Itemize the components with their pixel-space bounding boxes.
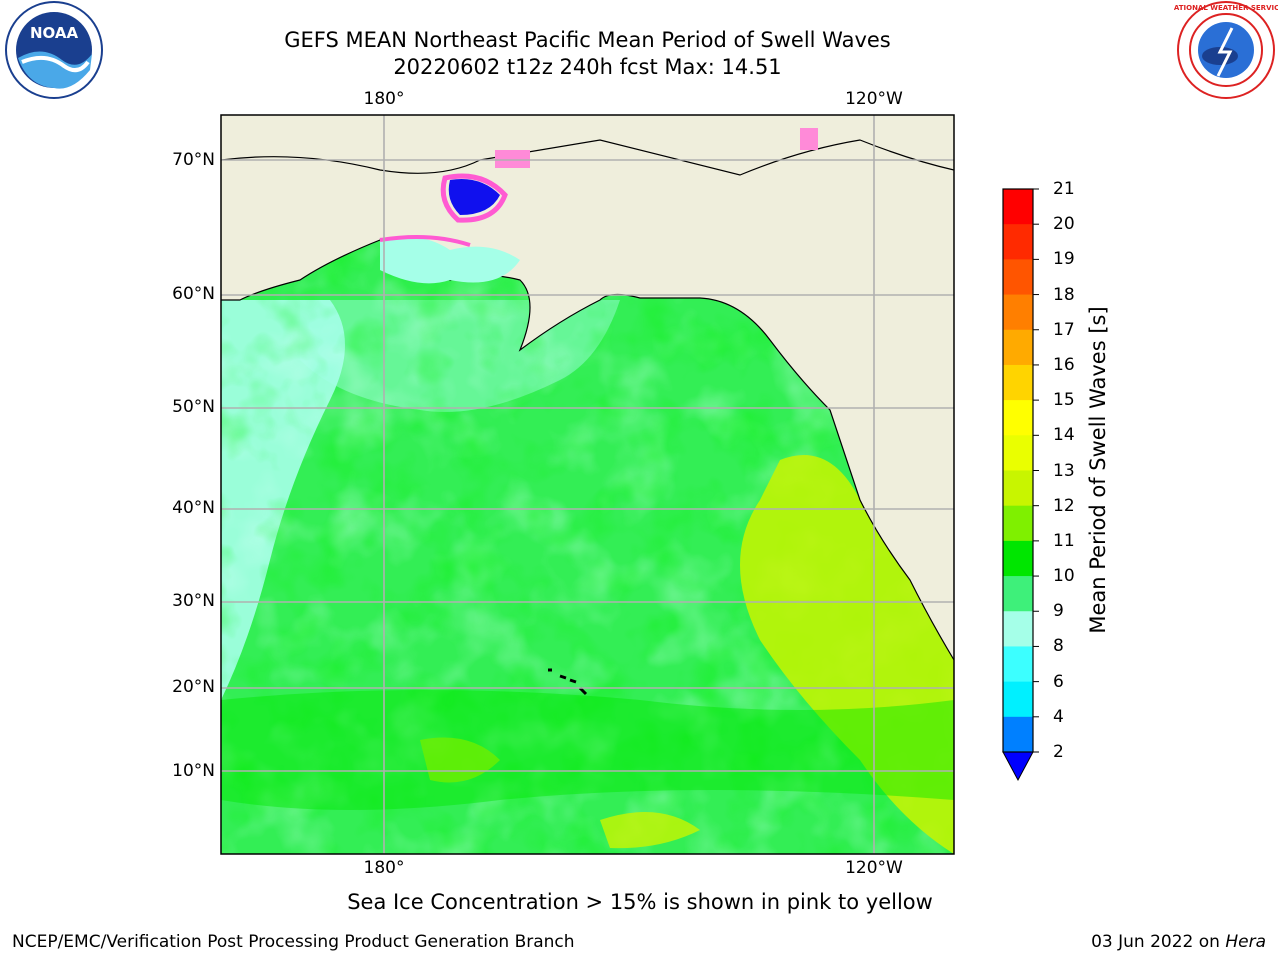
colorbar-segment <box>1003 189 1033 225</box>
sea-ice-region <box>448 179 500 215</box>
hawaiian-islands <box>548 668 588 696</box>
colorbar-segment <box>1003 681 1033 718</box>
colorbar-segment <box>1003 400 1033 436</box>
lat-label-30n: 30°N <box>172 591 215 611</box>
colorbar-tick-label: 8 <box>1053 636 1064 657</box>
footer-date: 03 Jun 2022 on Hera <box>1091 932 1266 952</box>
colorbar-segment <box>1003 505 1033 542</box>
lon-label-top-180: 180° <box>363 89 405 109</box>
colorbar-segment <box>1003 364 1033 401</box>
colorbar-tick-label: 17 <box>1053 319 1075 340</box>
colorbar-segment <box>1003 646 1033 683</box>
colorbar-label: Mean Period of Swell Waves [s] <box>1086 306 1110 634</box>
colorbar-segment <box>1003 435 1033 471</box>
sea-ice-caption: Sea Ice Concentration > 15% is shown in … <box>347 890 933 914</box>
graticule <box>221 115 954 854</box>
long-period-region-east <box>740 455 954 854</box>
lat-label-20n: 20°N <box>172 677 215 697</box>
long-period-region-south <box>420 737 700 849</box>
noaa-logo: NOAA <box>5 1 103 99</box>
bering-sea <box>380 236 520 284</box>
colorbar-tick-label: 6 <box>1053 671 1064 692</box>
lat-label-70n: 70°N <box>172 150 215 170</box>
noaa-logo-text: NOAA <box>30 24 79 42</box>
colorbar-segment <box>1003 716 1033 753</box>
lat-label-10n: 10°N <box>172 761 215 781</box>
nws-logo: NATIONAL WEATHER SERVICE <box>1174 1 1278 99</box>
lon-label-bottom-120w: 120°W <box>845 858 903 878</box>
colorbar-tick-label: 12 <box>1053 495 1075 516</box>
colorbar-tick-label: 2 <box>1053 742 1064 762</box>
colorbar-segment <box>1003 540 1033 577</box>
sea-ice-edge <box>440 173 508 223</box>
colorbar-tick-label: 11 <box>1053 530 1075 551</box>
colorbar-segment <box>1003 224 1033 260</box>
colorbar-tick-label: 19 <box>1053 249 1075 270</box>
colorbar-extend-arrow <box>1002 751 1034 782</box>
colorbar-segment <box>1003 329 1033 366</box>
colorbar-tick-label: 4 <box>1053 706 1064 727</box>
footer-date-text: 03 Jun 2022 on <box>1091 932 1220 952</box>
sea-ice-bering <box>379 234 471 247</box>
colorbar-tick-label: 20 <box>1053 214 1075 235</box>
colorbar-tick-label: 14 <box>1053 425 1075 446</box>
colorbar-segment <box>1003 576 1033 612</box>
colorbar-tick-label: 15 <box>1053 390 1075 411</box>
lon-label-bottom-180: 180° <box>363 858 405 878</box>
colorbar-tick-label: 13 <box>1053 460 1075 481</box>
lon-label-top-120w: 120°W <box>845 89 903 109</box>
mid-period-band-south <box>221 690 954 810</box>
lat-label-50n: 50°N <box>172 397 215 417</box>
chart-title: GEFS MEAN Northeast Pacific Mean Period … <box>284 28 891 52</box>
footer-organization: NCEP/EMC/Verification Post Processing Pr… <box>12 932 575 952</box>
colorbar-tick-label: 16 <box>1053 354 1075 375</box>
chart-subtitle: 20220602 t12z 240h fcst Max: 14.51 <box>393 55 782 79</box>
lat-label-40n: 40°N <box>172 498 215 518</box>
lat-label-60n: 60°N <box>172 284 215 304</box>
footer-host: Hera <box>1225 932 1266 952</box>
colorbar-tick-label: 18 <box>1053 284 1075 305</box>
colorbar-segment <box>1003 259 1033 296</box>
colorbar-tick-label: 9 <box>1053 601 1064 622</box>
sea-ice-arctic <box>495 128 818 168</box>
nws-logo-text: NATIONAL WEATHER SERVICE <box>1174 4 1278 12</box>
map-frame <box>220 114 955 855</box>
colorbar-tick-label: 10 <box>1053 566 1075 587</box>
colorbar-segment <box>1003 294 1033 331</box>
arctic-coastline <box>221 139 954 176</box>
colorbar-segment <box>1003 470 1033 507</box>
colorbar-tick-label: 21 <box>1053 179 1075 199</box>
colorbar-segment <box>1003 611 1033 647</box>
